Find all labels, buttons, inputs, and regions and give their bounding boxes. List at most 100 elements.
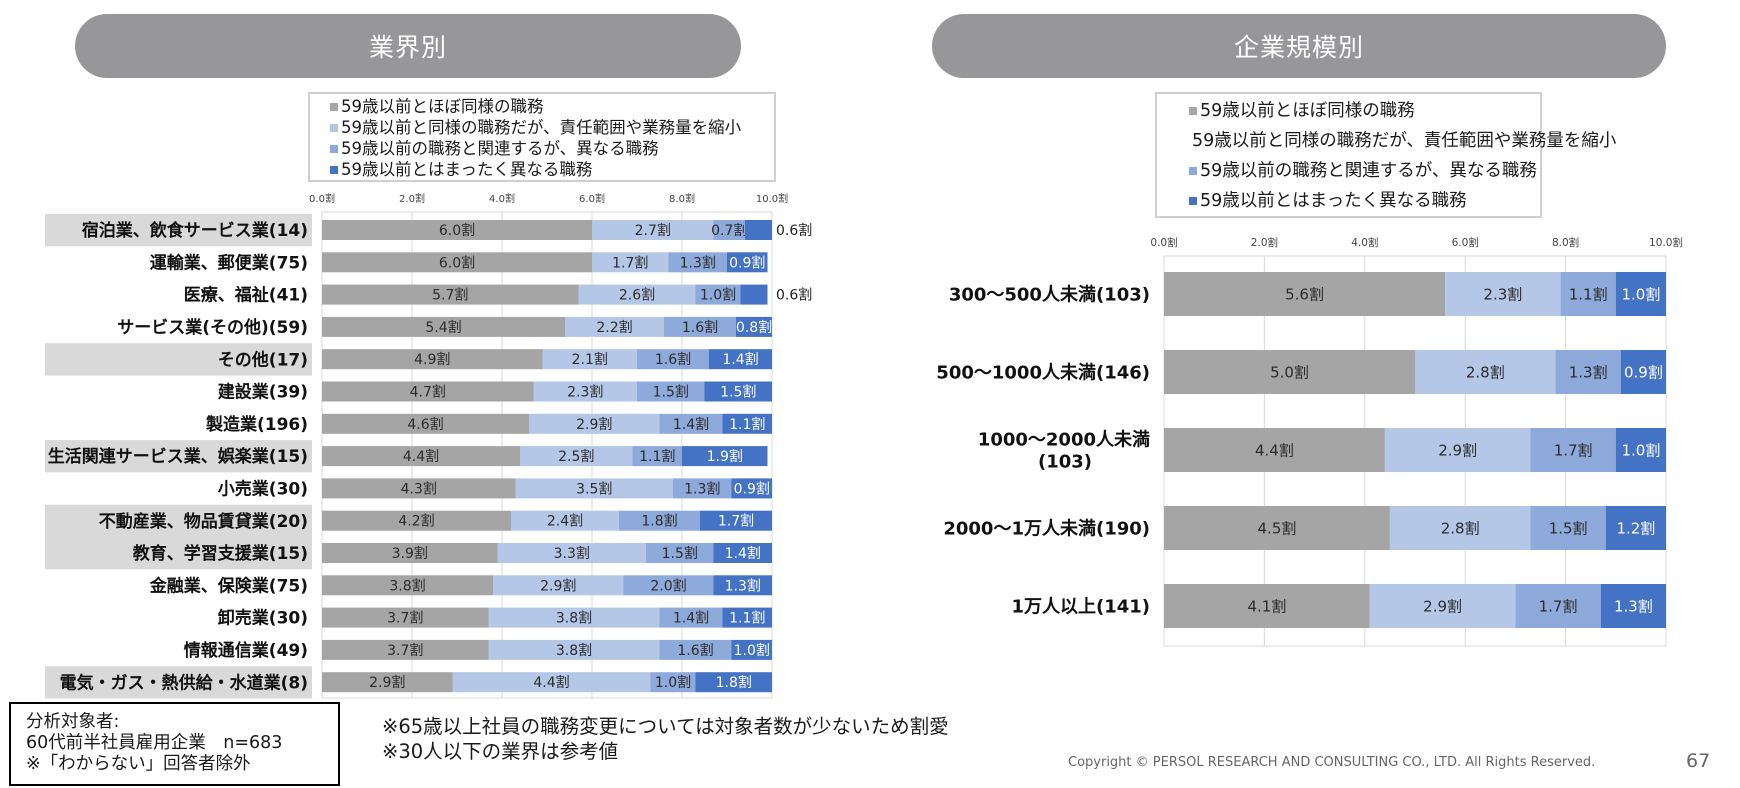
bar-segment	[659, 413, 723, 434]
category-label: 2000～1万人未満(190)	[943, 517, 1150, 539]
bar-segment	[659, 639, 732, 660]
data-label: 1.9割	[707, 448, 743, 465]
data-label: 4.2割	[398, 513, 434, 530]
x-tick-label: 6.0割	[579, 192, 605, 205]
bar-segment	[1164, 428, 1385, 472]
bar-segment	[1369, 584, 1516, 628]
bar-segment	[322, 413, 529, 434]
bar-segment	[542, 349, 637, 370]
data-label: 1.0割	[700, 287, 736, 304]
bar-segment	[650, 672, 696, 693]
data-label: 0.6割	[776, 222, 812, 239]
data-label: 2.9割	[369, 674, 405, 691]
legend-item: 59歳以前とほぼ同様の職務	[330, 96, 774, 117]
category-label: 電気・ガス・熱供給・水道業(8)	[60, 672, 308, 693]
legend-label: 59歳以前とほぼ同様の職務	[341, 97, 544, 116]
data-label: 1.6割	[655, 351, 691, 368]
category-highlight	[45, 666, 312, 699]
bar-segment	[1615, 428, 1666, 472]
category-label: サービス業(その他)(59)	[117, 317, 308, 338]
bar-segment	[704, 381, 772, 402]
x-tick-label: 10.0割	[756, 192, 788, 205]
legend-right: 59歳以前とほぼ同様の職務 59歳以前と同様の職務だが、責任範囲や業務量を縮小 …	[1155, 92, 1616, 218]
category-label: 1万人以上(141)	[1011, 596, 1150, 617]
data-label: 1.8割	[641, 513, 677, 530]
data-label: 3.8割	[556, 642, 592, 659]
data-label: 0.9割	[1624, 363, 1663, 381]
bar-segment	[322, 316, 565, 337]
x-tick-label: 8.0割	[1552, 236, 1579, 249]
data-label: 1.3割	[725, 577, 761, 594]
bar-segment	[623, 575, 714, 596]
bar-segment	[722, 413, 772, 434]
bar-segment	[322, 220, 592, 240]
data-label: 3.7割	[387, 610, 423, 627]
data-label: 2.1割	[572, 351, 608, 368]
x-tick-label: 4.0割	[489, 192, 515, 205]
data-label: 4.6割	[407, 416, 443, 433]
bar-segment	[1445, 272, 1561, 316]
legend-swatch-icon	[330, 102, 338, 111]
bar-segment	[511, 510, 619, 531]
data-label: 3.9割	[392, 545, 428, 562]
data-label: 1.7割	[612, 254, 648, 271]
footnote: ※65歳以上社員の職務変更については対象者数が少ないため割愛	[382, 715, 949, 738]
legend-label: 59歳以前とはまったく異なる職務	[1200, 191, 1467, 211]
data-label: 1.4割	[722, 351, 758, 368]
data-label: 1.3割	[684, 480, 720, 497]
bar-segment	[731, 478, 772, 499]
bar-segment	[673, 478, 732, 499]
data-label: 2.9割	[1438, 441, 1477, 459]
data-label: 4.5割	[1258, 519, 1297, 537]
data-label: 2.3割	[567, 384, 603, 401]
left-panel-title: 業界別	[75, 14, 741, 78]
data-label: 1.4割	[725, 545, 761, 562]
legend-label: 59歳以前と同様の職務だが、責任範囲や業務量を縮小	[1192, 131, 1617, 151]
data-label: 2.2割	[596, 319, 632, 336]
data-label: 2.9割	[540, 577, 576, 594]
data-label: 4.4割	[533, 674, 569, 691]
category-label: 製造業(196)	[205, 414, 308, 435]
bar-segment	[700, 510, 772, 531]
bar-segment	[578, 284, 696, 305]
bar-segment	[1415, 350, 1556, 394]
data-label: 1.0割	[1621, 285, 1660, 303]
analysis-target-sample: 60代前半社員雇用企業 n=683	[26, 733, 283, 753]
legend-swatch-icon	[330, 123, 338, 132]
bar-segment	[322, 349, 543, 370]
bar-segment	[520, 446, 633, 467]
data-label: 3.8割	[556, 610, 592, 627]
data-label: 1.2割	[1616, 519, 1655, 537]
copyright-text: Copyright © PERSOL RESEARCH AND CONSULTI…	[1068, 755, 1596, 770]
data-label: 6.0割	[439, 222, 475, 239]
category-label: 小売業(30)	[218, 479, 308, 500]
data-label: 2.8割	[1466, 363, 1505, 381]
bar-segment	[488, 639, 660, 660]
data-label: 2.0割	[650, 577, 686, 594]
x-tick-label: 0.0割	[309, 192, 335, 205]
category-label: 情報通信業(49)	[184, 640, 308, 661]
bar-segment	[619, 510, 700, 531]
bar-segment	[740, 284, 768, 305]
data-label: 1.3割	[1569, 363, 1608, 381]
legend-item: 59歳以前とはまったく異なる職務	[330, 159, 774, 180]
data-label: 3.8割	[389, 577, 425, 594]
bar-segment	[1164, 350, 1415, 394]
data-label: 1.0割	[734, 642, 770, 659]
bar-segment	[322, 510, 511, 531]
data-label: 1.8割	[716, 674, 752, 691]
footnotes: ※65歳以上社員の職務変更については対象者数が少ないため割愛 ※30人以下の業界…	[382, 714, 949, 764]
analysis-target-label: 分析対象者:	[26, 712, 120, 732]
data-label: 5.0割	[1270, 363, 1309, 381]
bar-segment	[695, 284, 741, 305]
bar-segment	[322, 381, 534, 402]
data-label: 4.4割	[1255, 441, 1294, 459]
bar-segment	[322, 252, 592, 273]
data-label: 0.9割	[729, 254, 765, 271]
data-label: 1.7割	[1554, 441, 1593, 459]
data-label: 1.7割	[1539, 597, 1578, 615]
category-highlight	[45, 214, 312, 247]
data-label: 4.9割	[414, 351, 450, 368]
legend-label: 59歳以前とはまったく異なる職務	[341, 160, 593, 179]
data-label: 2.5割	[558, 448, 594, 465]
